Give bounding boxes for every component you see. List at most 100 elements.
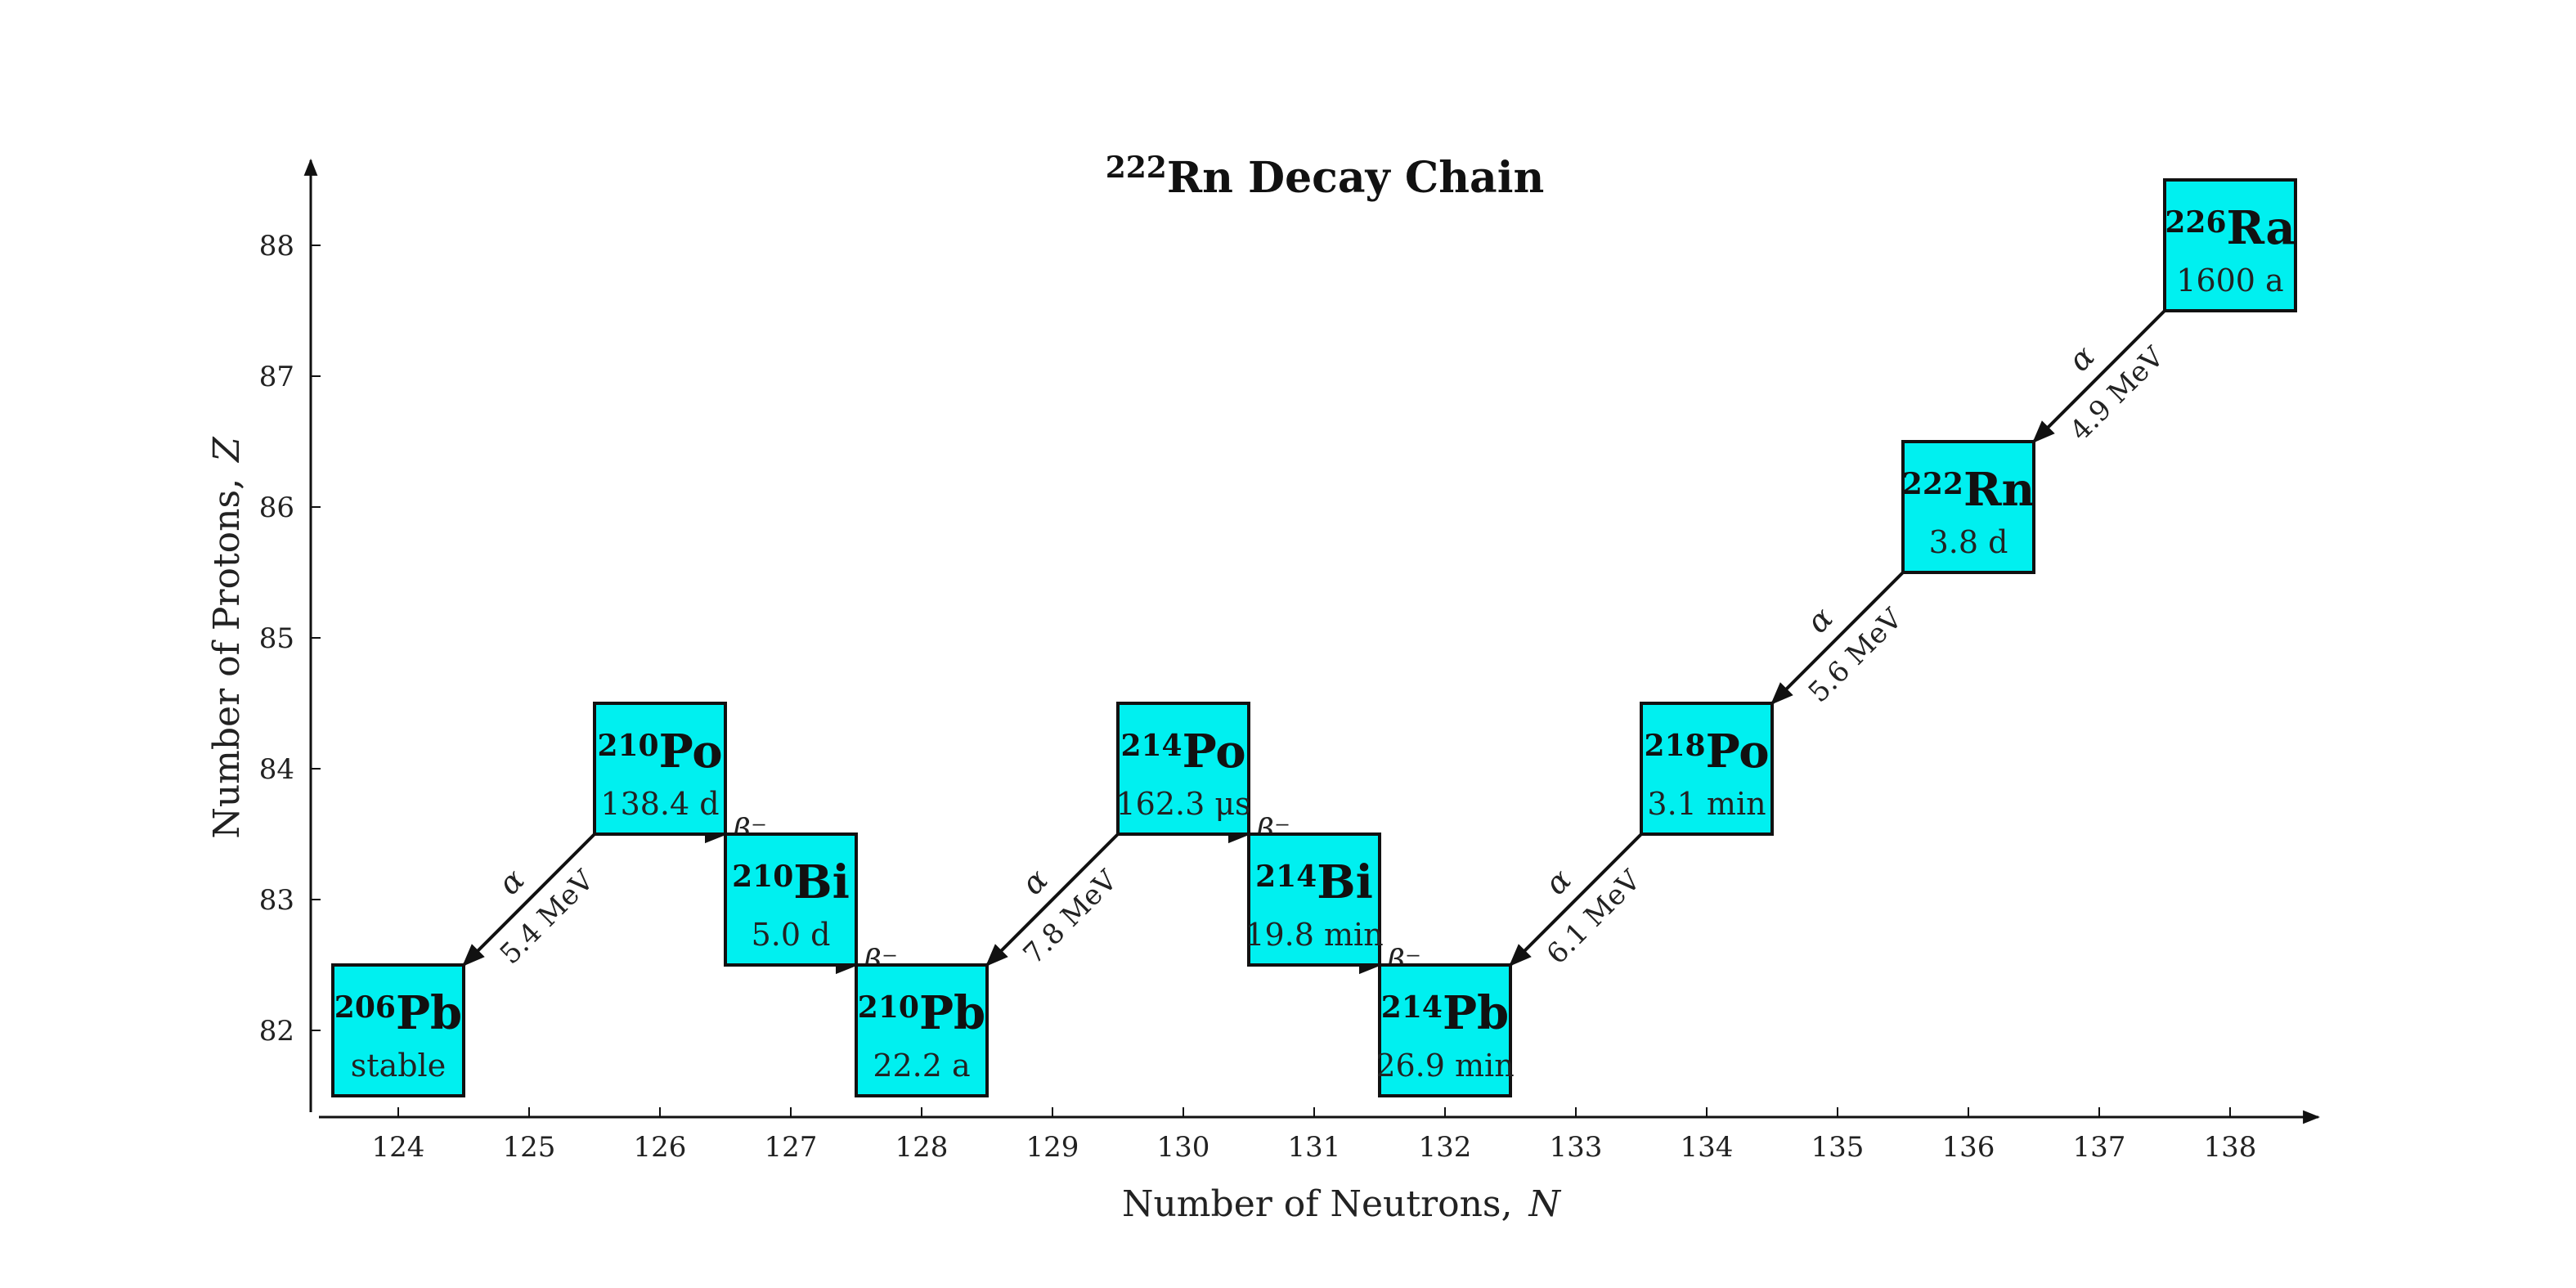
decay-arrow-line — [2032, 309, 2166, 443]
nuclide-mass: 210 — [732, 859, 793, 894]
title-text: Decay Chain — [1233, 153, 1544, 203]
nuclide-half-life: 19.8 min — [1245, 917, 1383, 953]
x-tick-label: 130 — [1157, 1131, 1210, 1164]
y-tick-label: 84 — [259, 753, 294, 786]
y-tick-label: 87 — [259, 361, 294, 393]
nuclide-symbol: Rn — [1963, 463, 2035, 517]
nuclide-symbol: Bi — [1317, 855, 1373, 909]
x-axis-label: Number of Neutrons, N — [1122, 1183, 1562, 1225]
nuclide-226-ra: 226Ra 1600 a — [2163, 178, 2297, 312]
nuclide-box — [1640, 702, 1774, 836]
nuclide-214-bi: 214Bi 19.8 min — [1245, 832, 1384, 967]
x-tick-label: 125 — [503, 1131, 556, 1164]
title-mass: 222 — [1106, 150, 1167, 185]
nuclide-210-bi: 210Bi 5.0 d — [724, 832, 858, 967]
y-tick-label: 83 — [259, 884, 294, 917]
nuclide-222-rn: 222Rn 3.8 d — [1901, 440, 2035, 574]
nuclide-half-life: 26.9 min — [1376, 1048, 1514, 1084]
nuclide-box — [1901, 440, 2035, 574]
y-axis-label: Number of Protons, Z — [206, 436, 248, 839]
decay-type-label: α — [1014, 861, 1054, 901]
x-tick-label: 126 — [634, 1131, 687, 1164]
x-tick-label: 129 — [1026, 1131, 1079, 1164]
nuclide-label: 214Bi — [1255, 855, 1373, 909]
nuclide-half-life: 3.8 d — [1929, 524, 2008, 560]
y-axis-var: Z — [206, 436, 248, 464]
nuclide-label: 210Bi — [732, 855, 850, 909]
decay-type-label: α — [2061, 338, 2101, 378]
nuclide-mass: 218 — [1644, 729, 1705, 763]
nuclide-mass: 222 — [1902, 467, 1963, 501]
nuclide-label: 214Po — [1120, 725, 1245, 779]
x-tick-label: 133 — [1550, 1131, 1603, 1164]
nuclide-label: 214Pb — [1381, 986, 1509, 1040]
nuclide-symbol: Po — [1706, 725, 1770, 779]
alpha-decay-arrow: α5.6 MeV — [1770, 571, 1910, 709]
nuclide-symbol: Pb — [396, 986, 462, 1040]
x-axis-label-text: Number of Neutrons, — [1122, 1183, 1513, 1225]
nuclide-label: 210Pb — [858, 986, 985, 1040]
decay-arrow-line — [462, 832, 596, 967]
nuclide-214-pb: 214Pb 26.9 min — [1376, 963, 1515, 1097]
nuclide-label: 210Po — [597, 725, 722, 779]
alpha-decay-arrow: α6.1 MeV — [1509, 832, 1648, 971]
decay-arrow-line — [1770, 571, 1905, 705]
nuclide-box — [1378, 963, 1512, 1097]
nuclide-mass: 226 — [2165, 205, 2226, 240]
nuclide-box — [855, 963, 989, 1097]
x-tick-label: 135 — [1811, 1131, 1865, 1164]
nuclide-mass: 210 — [597, 729, 658, 763]
nuclide-210-po: 210Po 138.4 d — [593, 702, 727, 836]
nuclide-mass: 214 — [1120, 729, 1182, 763]
nuclide-mass: 210 — [858, 990, 919, 1025]
x-tick-label: 127 — [765, 1131, 818, 1164]
x-tick-label: 136 — [1942, 1131, 1995, 1164]
nuclide-mass: 206 — [334, 990, 396, 1025]
nuclide-box — [1116, 702, 1250, 836]
nuclide-label: 218Po — [1644, 725, 1769, 779]
x-tick-label: 124 — [372, 1131, 425, 1164]
nuclide-box — [2163, 178, 2297, 312]
y-axis-label-text: Number of Protons, — [206, 478, 248, 839]
nuclide-214-po: 214Po 162.3 μs — [1115, 702, 1251, 836]
nuclide-symbol: Po — [659, 725, 723, 779]
nuclide-symbol: Ra — [2227, 201, 2296, 255]
decay-type-label: α — [1537, 861, 1577, 901]
y-tick-label: 82 — [259, 1015, 294, 1048]
alpha-decay-arrow: α5.4 MeV — [462, 832, 601, 971]
decay-type-label: α — [491, 861, 531, 901]
nuclide-box — [724, 832, 858, 967]
decay-arrow-line — [985, 832, 1120, 967]
y-tick-label: 86 — [259, 491, 294, 524]
decay-arrow-line — [1509, 832, 1643, 967]
nuclide-218-po: 218Po 3.1 min — [1640, 702, 1774, 836]
nuclide-206-pb: 206Pb stable — [331, 963, 465, 1097]
axes: 124 125 126 127 128 129 130 131 132 133 134 135 136 1… — [259, 158, 2321, 1164]
nuclide-box — [593, 702, 727, 836]
decay-type-label: α — [1799, 599, 1839, 640]
nuclide-label: 222Rn — [1902, 463, 2035, 517]
title-symbol: Rn — [1167, 153, 1233, 203]
diagram-title: 222Rn Decay Chain — [1106, 150, 1545, 203]
nuclide-label: 206Pb — [334, 986, 462, 1040]
x-tick-label: 128 — [895, 1131, 949, 1164]
nuclide-symbol: Po — [1183, 725, 1246, 779]
nuclide-half-life: 162.3 μs — [1115, 786, 1250, 822]
nuclide-half-life: 3.1 min — [1647, 786, 1766, 822]
nuclide-half-life: 1600 a — [2176, 263, 2283, 298]
nuclide-symbol: Bi — [793, 855, 850, 909]
nuclide-half-life: 138.4 d — [600, 786, 719, 822]
x-tick-label: 137 — [2073, 1131, 2126, 1164]
nuclide-210-pb: 210Pb 22.2 a — [855, 963, 989, 1097]
nuclide-half-life: 5.0 d — [752, 917, 831, 953]
x-axis-var: N — [1528, 1183, 1562, 1225]
nuclide-half-life: 22.2 a — [873, 1048, 970, 1084]
nuclide-label: 226Ra — [2165, 201, 2295, 255]
y-tick-label: 88 — [259, 230, 294, 263]
nuclide-box — [331, 963, 465, 1097]
nuclide-mass: 214 — [1381, 990, 1443, 1025]
nuclide-box — [1247, 832, 1381, 967]
alpha-decay-arrow: α4.9 MeV — [2032, 309, 2171, 447]
